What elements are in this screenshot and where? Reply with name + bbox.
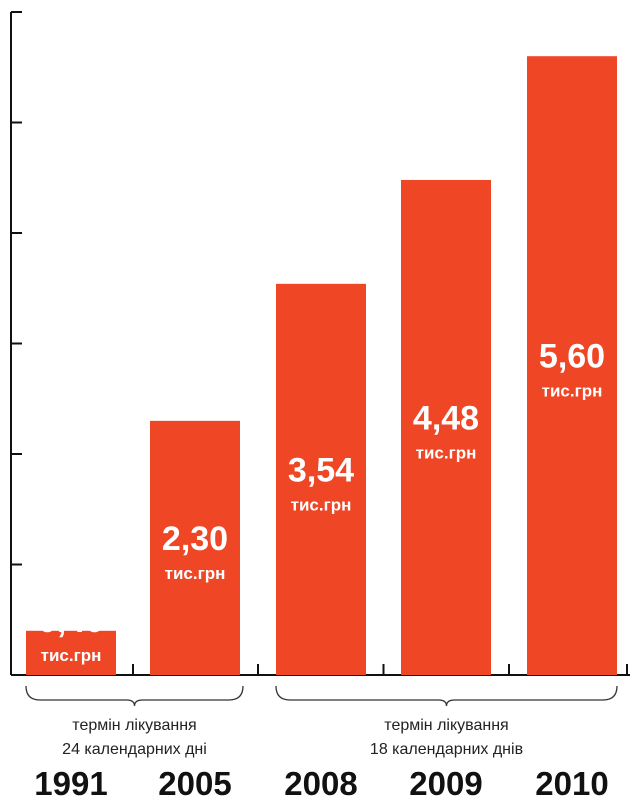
x-tick-label: 2009 xyxy=(409,765,482,800)
bar-unit-label: тис.грн xyxy=(542,382,603,401)
bar-value-label: 3,54 xyxy=(288,451,354,489)
bar-unit-label: тис.грн xyxy=(416,443,477,462)
bar-2009 xyxy=(401,179,491,675)
bar-2010 xyxy=(527,56,617,675)
bar-value-label: 4,48 xyxy=(413,399,479,437)
bar-1991 xyxy=(26,630,116,675)
bar-unit-label: тис.грн xyxy=(41,646,102,665)
bar-unit-label: тис.грн xyxy=(291,495,352,514)
bar-value-label: 5,60 xyxy=(539,338,605,376)
bar-value-label: 0,40 xyxy=(38,602,104,640)
labels: 0,40 тис.грн 2,30 тис.грн 3,54 тис.грн 4,48 тис… xyxy=(34,338,608,800)
group-caption-line2: 24 календарних дні xyxy=(62,741,207,758)
group-brace-1 xyxy=(275,685,618,707)
x-tick-label: 2010 xyxy=(535,765,608,800)
group-caption-line1: термін лікування xyxy=(384,717,508,734)
x-tick-label: 2005 xyxy=(158,765,231,800)
bar-value-label: 2,30 xyxy=(162,520,228,558)
group-brace-0 xyxy=(25,685,244,707)
bar-2008 xyxy=(276,283,366,675)
bars xyxy=(26,56,617,675)
group-caption-line2: 18 календарних днів xyxy=(370,741,523,758)
x-tick-label: 2008 xyxy=(284,765,357,800)
group-caption-line1: термін лікування xyxy=(72,717,196,734)
bar-2005 xyxy=(150,420,240,675)
x-tick-label: 1991 xyxy=(34,765,107,800)
bar-unit-label: тис.грн xyxy=(165,564,226,583)
